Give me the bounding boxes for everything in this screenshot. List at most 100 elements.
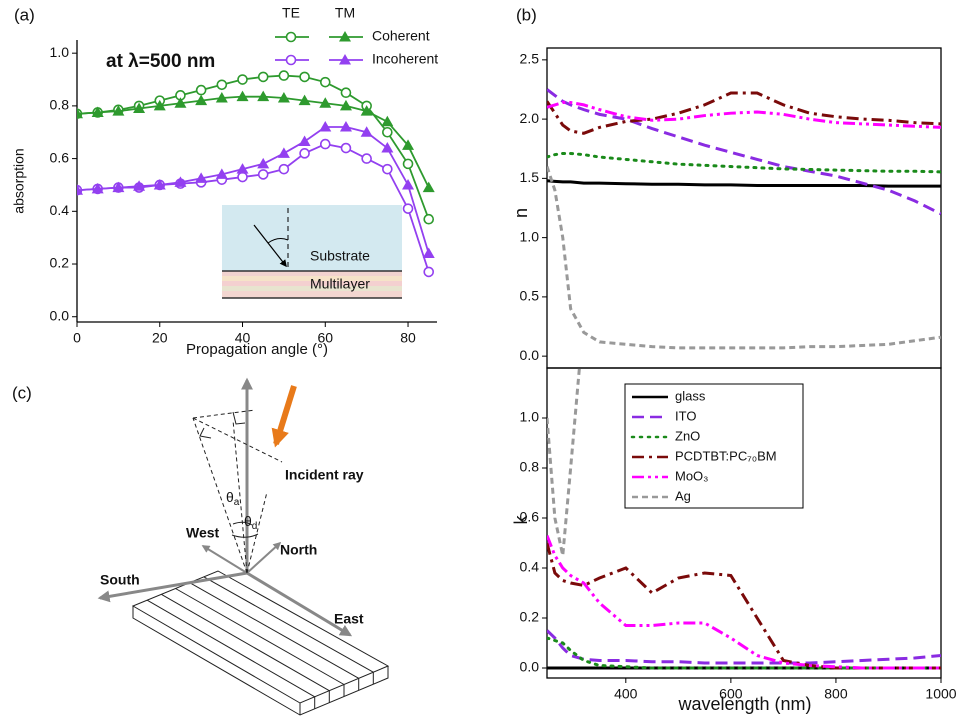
marker [381, 142, 394, 153]
marker [339, 31, 351, 42]
marker [402, 203, 414, 214]
x-tick-label: 600 [719, 686, 743, 702]
marker [77, 107, 83, 119]
marker [195, 172, 208, 183]
marker [361, 153, 372, 164]
marker [285, 31, 297, 43]
marker [382, 126, 393, 138]
marker [381, 115, 394, 127]
series-line [547, 179, 941, 188]
marker [423, 213, 435, 225]
marker [278, 70, 290, 81]
y-tick-label: 0.8 [50, 97, 70, 113]
inset: Substrate Multilayer [222, 205, 402, 299]
x-tick-label: 20 [152, 330, 168, 346]
y-tick-label: 1.0 [50, 44, 70, 60]
layer [222, 271, 402, 276]
right-angle [232, 411, 246, 425]
y-tick-label: 0.5 [520, 288, 540, 304]
marker [195, 84, 207, 96]
layer [222, 276, 402, 281]
x-tick-label: 60 [317, 330, 333, 346]
theta-d: θd [244, 513, 257, 532]
x-axis-title: Propagation angle (°) [186, 341, 328, 358]
axis-arrow [97, 571, 248, 603]
x-tick-label: 0 [73, 330, 81, 346]
marker [319, 138, 331, 150]
x-tick-label: 800 [824, 686, 848, 702]
series-group [547, 368, 941, 670]
strip [189, 582, 359, 679]
marker [319, 97, 332, 108]
marker [402, 178, 415, 190]
marker [174, 97, 187, 108]
y-tick-label: 0.0 [520, 659, 540, 675]
incident-arrow [271, 385, 297, 448]
marker [174, 176, 187, 187]
marker [257, 71, 269, 83]
marker [340, 87, 352, 99]
marker [402, 158, 414, 170]
legend-label: MoO₃ [675, 468, 708, 483]
layer [222, 281, 402, 286]
inset-label: Substrate [310, 248, 370, 264]
legend-header: TE [282, 5, 300, 21]
legend-label: Coherent [372, 28, 430, 44]
axis-arrow [246, 571, 353, 637]
direction-label: East [334, 611, 364, 627]
series-line [547, 629, 941, 665]
y-tick-label: 1.0 [520, 409, 540, 425]
direction-label: South [100, 572, 140, 588]
series-group [77, 70, 435, 278]
marker [236, 163, 249, 174]
y-tick-label: 2.0 [520, 110, 540, 126]
series-line [547, 151, 941, 174]
marker [237, 74, 248, 85]
series-line [547, 166, 941, 350]
marker [277, 147, 290, 158]
layer [222, 291, 402, 298]
legend-label: ZnO [675, 428, 700, 443]
series-line [547, 88, 941, 216]
marker [236, 90, 249, 102]
marker [257, 90, 270, 102]
layer [222, 286, 402, 291]
marker [422, 181, 435, 193]
strip [161, 593, 330, 692]
series-line [547, 534, 941, 670]
marker [91, 182, 104, 194]
marker [77, 184, 83, 195]
guide-line [192, 417, 283, 463]
marker [278, 163, 290, 175]
y-tick-label: 0.2 [520, 609, 540, 625]
ray [253, 224, 287, 268]
marker [299, 148, 310, 159]
annotation: at λ=500 nm [106, 51, 215, 72]
diagram [97, 377, 390, 716]
diagram-label: Incident ray [285, 467, 364, 483]
series-line [547, 101, 941, 129]
marker [299, 71, 310, 83]
y-tick-label: 0.8 [520, 459, 540, 475]
marker [423, 266, 435, 278]
legend-label: Incoherent [372, 51, 438, 67]
substrate-layer [222, 205, 402, 271]
axis-arrow [201, 545, 248, 574]
y-axis-title: n [511, 208, 531, 218]
marker [133, 180, 146, 191]
marker [215, 91, 228, 103]
series-group [547, 88, 941, 350]
y-tick-label: 2.5 [520, 51, 540, 67]
inset-label: Multilayer [310, 276, 370, 292]
legend-label: ITO [675, 408, 696, 423]
y-tick-label: 0.2 [50, 255, 70, 271]
marker [112, 105, 125, 116]
marker [216, 79, 228, 91]
y-tick-label: 0.0 [50, 307, 70, 323]
marker [277, 91, 290, 103]
x-tick-label: 40 [235, 330, 251, 346]
angle-arc [232, 521, 253, 526]
angle-arc [231, 533, 259, 538]
marker [153, 99, 166, 111]
x-tick-label: 80 [400, 330, 416, 346]
